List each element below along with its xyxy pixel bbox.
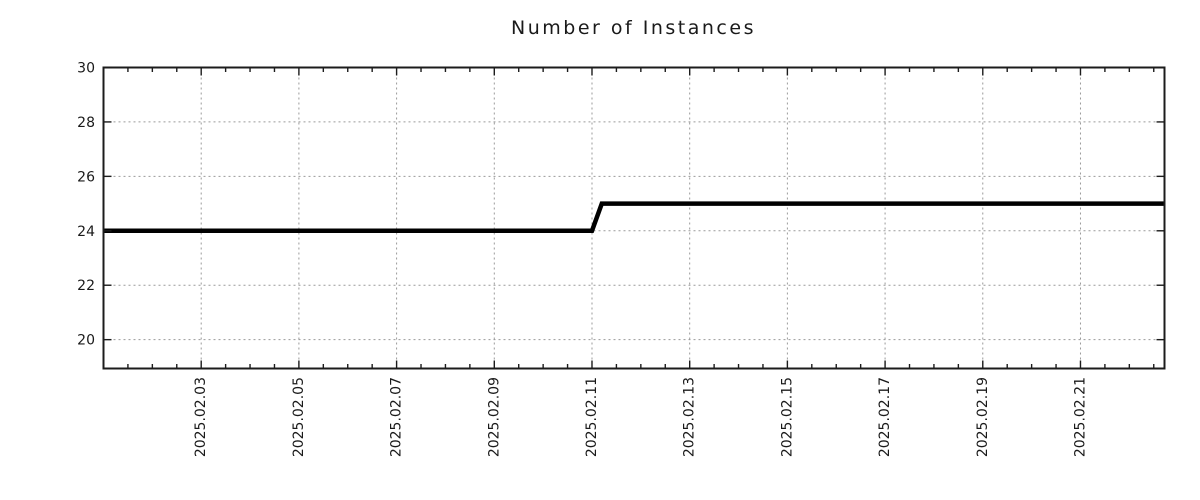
y-tick-label: 26 xyxy=(77,169,95,185)
x-tick-label: 2025.02.17 xyxy=(877,377,893,457)
y-tick-label: 22 xyxy=(77,278,95,294)
y-tick-label: 30 xyxy=(77,61,95,77)
y-tick-label: 24 xyxy=(77,224,95,240)
x-tick-label: 2025.02.11 xyxy=(584,377,600,457)
x-tick-label: 2025.02.19 xyxy=(975,377,991,457)
y-tick-label: 20 xyxy=(77,333,95,349)
x-tick-label: 2025.02.21 xyxy=(1072,377,1088,457)
y-tick-label: 28 xyxy=(77,115,95,131)
x-tick-label: 2025.02.05 xyxy=(291,377,307,457)
x-tick-label: 2025.02.07 xyxy=(389,377,405,457)
x-tick-label: 2025.02.15 xyxy=(779,377,795,457)
plot-border xyxy=(102,66,1166,370)
x-tick-label: 2025.02.13 xyxy=(682,377,698,457)
x-tick-label: 2025.02.03 xyxy=(193,377,209,457)
x-tick-label: 2025.02.09 xyxy=(486,377,502,457)
chart-title: Number of Instances xyxy=(511,17,756,39)
data-line-instances xyxy=(103,201,1165,234)
